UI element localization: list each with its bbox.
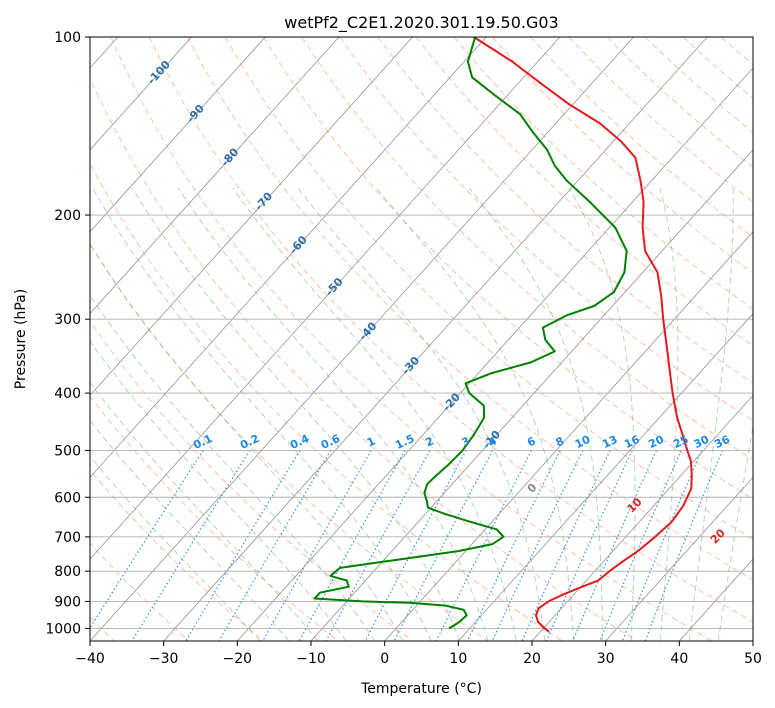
mixing-ratio-line [599,450,682,641]
mixing-ratio-label: 36 [713,433,733,451]
mixing-ratio-label: 10 [573,433,593,451]
moist-adiabat [659,187,679,641]
dry-adiabat [110,37,712,641]
moist-adiabat [90,419,290,641]
y-tick-label: 400 [54,386,81,402]
axes: −40 −30 −20 −10 0 10 20 30 40 50 100 200 300 400 500 60… [45,30,762,667]
isotherm-line [90,37,192,151]
y-tick-label: 200 [54,208,81,224]
mixing-ratio-line [262,450,372,641]
isotherm-line [90,37,487,478]
sounding-profiles [313,37,693,633]
dry-adiabat [263,37,753,500]
x-tick-label: −30 [149,651,179,667]
x-tick-label: −20 [223,651,253,667]
mixing-ratio-label: 16 [622,433,642,451]
mixing-ratio-label: 25 [671,433,690,451]
isotherm-line [90,37,413,397]
x-tick-label: −40 [75,651,105,667]
dry-adiabat [90,243,488,641]
x-axis-title: Temperature (°C) [360,681,482,697]
x-tick-label: 50 [744,651,762,667]
y-tick-label: 900 [54,594,81,610]
mixing-ratio-label: 20 [647,433,667,451]
dry-adiabat [415,37,753,347]
x-tick-label: 40 [670,651,688,667]
temperature-profile [473,37,693,633]
x-tick-label: 30 [597,651,615,667]
y-tick-label: 100 [54,30,81,46]
x-tick-label: 20 [523,651,541,667]
dry-adiabat [377,37,753,384]
mixing-ratio-line [90,450,204,630]
y-tick-label: 1000 [45,621,81,637]
isotherm-line [90,37,561,560]
isotherm-line [384,231,753,641]
plot-frame [89,36,754,642]
isotherm-line [90,37,340,315]
y-tick-label: 300 [54,312,81,328]
mixing-ratio-line [521,450,611,641]
y-tick-label: 600 [54,490,81,506]
mixing-ratio-line [131,450,251,641]
isotherm-line [237,67,753,641]
dry-adiabat [148,37,753,623]
y-axis-title: Pressure (hPa) [13,289,29,389]
mixing-ratio-line [185,450,301,641]
moist-adiabat [90,381,319,641]
line-labels: -100-90-80-70-60-50-40-30-20-10010203040… [145,58,733,547]
dry-adiabat [90,77,638,641]
moist-adiabat [90,294,376,641]
isotherm-line [531,394,753,641]
isotherm-line [90,37,266,233]
background-lines [90,37,753,641]
moist-adiabat [92,187,432,641]
dry-adiabat [186,37,753,581]
dry-adiabat [90,162,563,641]
mixing-ratio-line [491,450,584,641]
y-tick-label: 700 [54,530,81,546]
dry-adiabat [224,37,753,540]
mixing-ratio-line [545,450,633,641]
dewpoint-profile [313,37,628,630]
mixing-ratio-line [298,450,406,641]
isotherm-line [310,149,753,641]
mixing-ratio-label: 13 [600,433,619,451]
mixing-ratio-label: 30 [692,433,712,451]
mixing-ratio-line [325,450,431,641]
mixing-ratio-line [393,450,494,641]
mixing-ratio-line [364,450,467,641]
moist-adiabat [90,455,261,641]
mixing-ratio-line [218,450,332,641]
y-tick-label: 500 [54,443,81,459]
moist-adiabat [177,187,489,641]
x-tick-label: 10 [449,651,467,667]
mixing-ratio-line [466,450,561,641]
x-tick-label: 0 [380,651,389,667]
isotherm-line [90,37,634,641]
dry-adiabat [90,469,264,641]
dry-adiabat [90,395,339,641]
mixing-ratio-line [572,450,658,641]
dry-adiabat [90,320,414,641]
moist-adiabat [131,187,461,641]
dry-adiabat [568,37,753,203]
y-tick-label: 800 [54,564,81,580]
isotherm-line [458,312,753,641]
isotherm-line [605,476,753,641]
x-tick-label: −10 [296,651,326,667]
mixing-ratio-line [621,450,703,641]
chart-title: wetPf2_C2E1.2020.301.19.50.G03 [284,13,558,33]
dry-adiabat [339,37,753,422]
moist-adiabat [568,187,636,641]
moist-adiabat [468,187,603,641]
moist-adiabat [376,187,575,641]
dry-adiabat [530,37,753,238]
